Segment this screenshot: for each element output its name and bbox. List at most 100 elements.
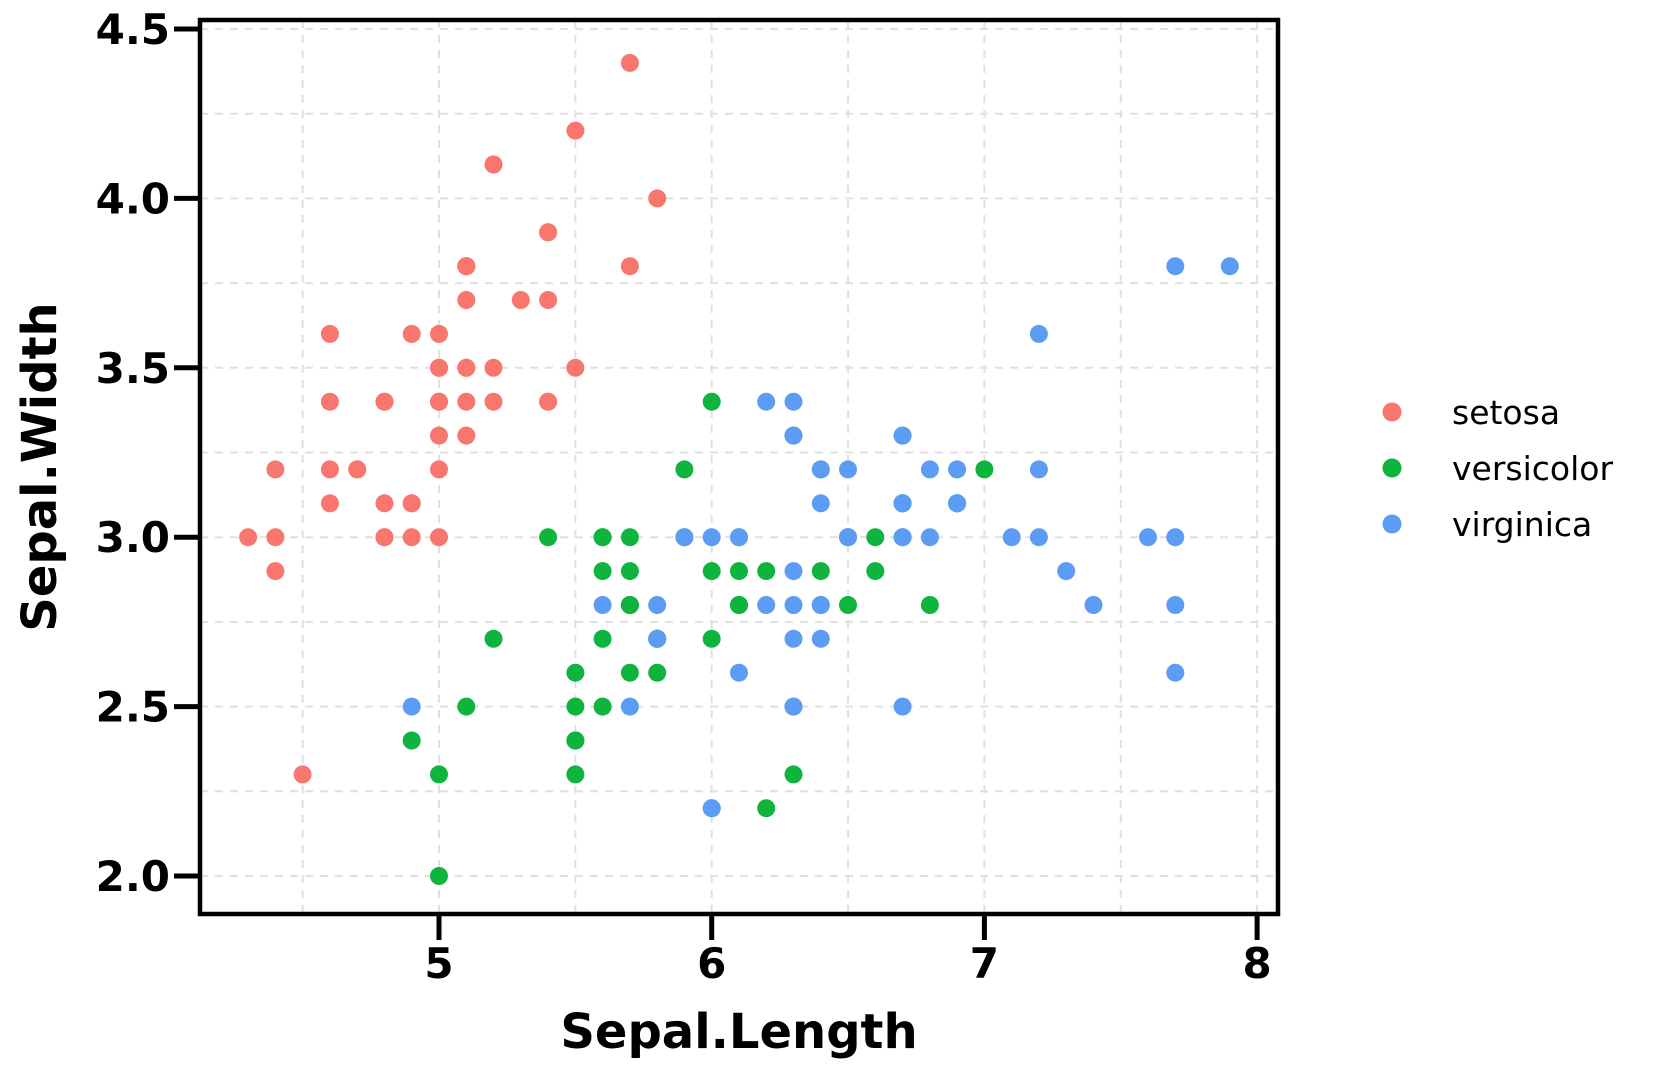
- y-axis-title: Sepal.Width: [12, 302, 68, 631]
- legend-item-versicolor: versicolor: [1382, 449, 1613, 488]
- point-virginica: [1029, 528, 1048, 547]
- point-setosa: [457, 257, 476, 276]
- point-virginica: [1029, 460, 1048, 479]
- point-versicolor: [430, 867, 448, 885]
- point-setosa: [320, 494, 339, 513]
- point-virginica: [784, 562, 803, 581]
- y-tick-label: 2.5: [96, 683, 170, 732]
- point-setosa: [457, 392, 476, 411]
- point-virginica: [811, 460, 830, 479]
- point-setosa: [348, 460, 367, 479]
- point-virginica: [893, 528, 912, 547]
- point-versicolor: [430, 765, 448, 784]
- point-versicolor: [702, 392, 721, 411]
- legend-swatch-setosa: [1382, 402, 1402, 422]
- x-tick-label: 5: [424, 939, 453, 988]
- point-virginica: [1139, 528, 1157, 547]
- point-setosa: [457, 358, 476, 377]
- point-setosa: [620, 53, 639, 72]
- point-setosa: [648, 189, 667, 208]
- point-setosa: [430, 426, 448, 445]
- point-versicolor: [484, 629, 503, 648]
- point-setosa: [457, 426, 476, 445]
- point-setosa: [293, 765, 312, 784]
- y-tick-label: 3.5: [96, 344, 170, 393]
- axis-tick-labels: 5 6 7 8 2.0 2.5 3.0 3.5 4.0 4.5: [96, 5, 1272, 988]
- point-versicolor: [675, 460, 694, 479]
- point-versicolor: [402, 731, 421, 750]
- point-virginica: [593, 596, 612, 614]
- point-virginica: [1029, 324, 1048, 343]
- x-axis-title: Sepal.Length: [560, 1004, 917, 1060]
- point-virginica: [1166, 528, 1185, 547]
- point-setosa: [266, 562, 285, 581]
- point-virginica: [839, 528, 857, 547]
- point-virginica: [620, 697, 639, 716]
- x-tick-label: 8: [1242, 939, 1271, 988]
- point-setosa: [484, 358, 503, 377]
- data-points: [239, 53, 1239, 885]
- point-virginica: [1084, 596, 1103, 614]
- x-tick-label: 7: [970, 939, 999, 988]
- point-versicolor: [593, 562, 612, 581]
- point-setosa: [430, 392, 448, 411]
- point-versicolor: [457, 697, 476, 716]
- legend-label-versicolor: versicolor: [1452, 449, 1613, 488]
- panel-border: [197, 17, 1281, 917]
- point-versicolor: [811, 562, 830, 581]
- point-virginica: [893, 426, 912, 445]
- point-setosa: [620, 257, 639, 276]
- point-setosa: [484, 392, 503, 411]
- point-virginica: [675, 528, 694, 547]
- point-setosa: [266, 528, 285, 547]
- legend-swatch-versicolor: [1382, 458, 1402, 478]
- point-versicolor: [539, 528, 558, 547]
- point-setosa: [320, 460, 339, 479]
- point-virginica: [784, 392, 803, 411]
- point-versicolor: [866, 562, 885, 581]
- y-tick-label: 2.0: [96, 852, 170, 901]
- point-virginica: [784, 596, 803, 614]
- legend: setosa versicolor virginica: [1382, 393, 1613, 544]
- point-setosa: [430, 324, 448, 343]
- legend-swatch-virginica: [1382, 514, 1402, 534]
- point-versicolor: [730, 562, 748, 581]
- point-versicolor: [839, 596, 857, 614]
- point-virginica: [920, 460, 939, 479]
- point-virginica: [1002, 528, 1021, 547]
- point-setosa: [457, 291, 476, 309]
- point-virginica: [1220, 257, 1239, 276]
- axis-ticks: [174, 26, 1260, 940]
- legend-label-setosa: setosa: [1452, 393, 1560, 432]
- point-versicolor: [593, 697, 612, 716]
- point-virginica: [1166, 257, 1185, 276]
- point-virginica: [1166, 596, 1185, 614]
- point-versicolor: [920, 596, 939, 614]
- point-versicolor: [730, 596, 748, 614]
- point-versicolor: [566, 731, 585, 750]
- point-setosa: [402, 528, 421, 547]
- point-setosa: [375, 528, 394, 547]
- point-virginica: [730, 663, 748, 682]
- point-setosa: [430, 528, 448, 547]
- legend-label-virginica: virginica: [1452, 505, 1592, 544]
- point-setosa: [375, 494, 394, 513]
- point-versicolor: [866, 528, 885, 547]
- point-versicolor: [975, 460, 994, 479]
- point-virginica: [1166, 663, 1185, 682]
- point-versicolor: [784, 765, 803, 784]
- point-versicolor: [566, 697, 585, 716]
- point-versicolor: [757, 799, 776, 818]
- point-virginica: [784, 426, 803, 445]
- point-virginica: [839, 460, 857, 479]
- y-tick-label: 4.0: [96, 174, 170, 223]
- point-versicolor: [593, 629, 612, 648]
- x-tick-label: 6: [697, 939, 726, 988]
- point-versicolor: [566, 765, 585, 784]
- point-virginica: [702, 799, 721, 818]
- point-virginica: [948, 460, 967, 479]
- point-setosa: [511, 291, 530, 309]
- point-versicolor: [648, 663, 667, 682]
- point-virginica: [784, 629, 803, 648]
- point-versicolor: [620, 528, 639, 547]
